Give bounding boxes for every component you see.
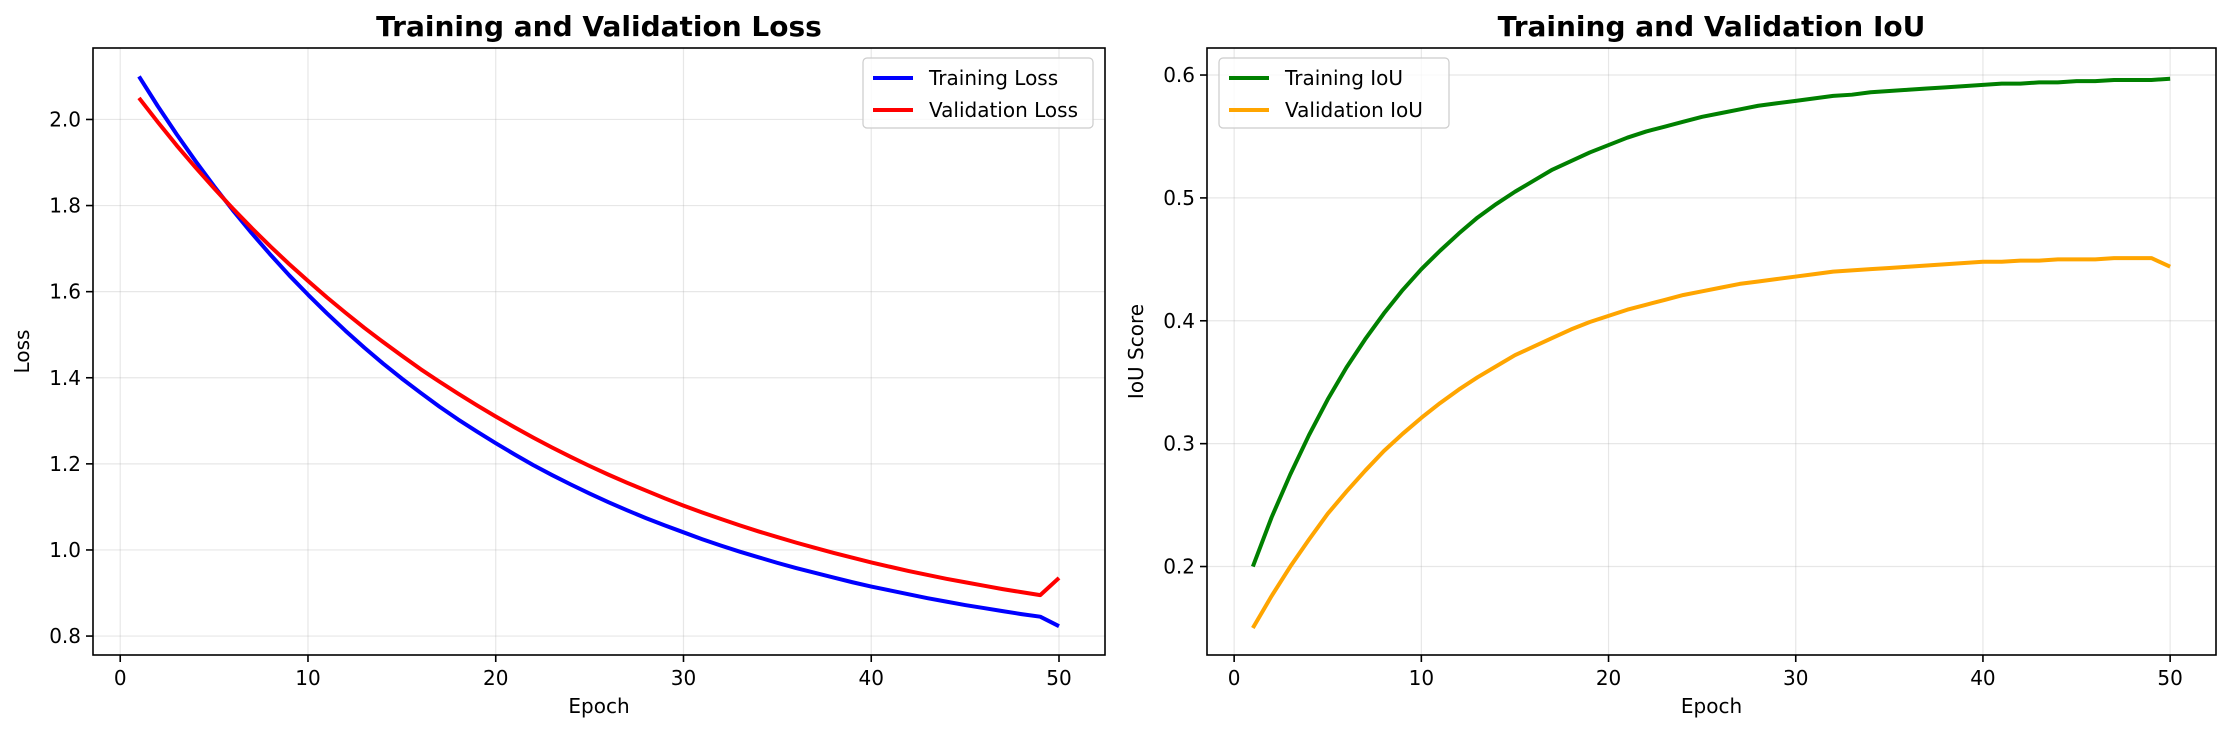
legend-box [862, 57, 1094, 129]
series-line-validation-iou [1251, 256, 2171, 629]
x-tick-label: 10 [295, 666, 320, 690]
legend-label: Validation Loss [929, 98, 1078, 122]
y-tick-label: 1.2 [49, 452, 81, 476]
y-axis-label: IoU Score [1124, 304, 1148, 399]
chart-title: Training and Validation IoU [1498, 10, 1926, 43]
legend: Training Loss Validation Loss [862, 57, 1094, 129]
plot-frame [92, 47, 1106, 656]
series-line-training-loss [137, 75, 1060, 628]
y-tick-label: 1.8 [49, 194, 81, 218]
y-tick-label: 1.0 [49, 538, 81, 562]
legend-label: Training Loss [928, 66, 1058, 90]
y-tick-label: 0.6 [1163, 63, 1195, 87]
loss-chart: 0 10 20 30 40 50 0.8 1.0 1.2 1.4 1.6 1.8 2.0 Training… [10, 10, 1106, 718]
legend-box [1218, 57, 1450, 129]
x-tick-label: 10 [1409, 666, 1434, 690]
x-tick-label: 50 [2157, 666, 2182, 690]
x-tick-label: 40 [1970, 666, 1995, 690]
x-tick-label: 50 [1046, 666, 1071, 690]
y-tick-label: 0.8 [49, 624, 81, 648]
y-tick-label: 1.4 [49, 366, 81, 390]
chart-title: Training and Validation Loss [376, 10, 822, 43]
x-tick-label: 0 [114, 666, 127, 690]
legend: Training IoU Validation IoU [1218, 57, 1450, 129]
series-line-training-iou [1250, 76, 2171, 568]
x-tick-label: 0 [1228, 666, 1241, 690]
x-tick-label: 20 [483, 666, 508, 690]
grid [93, 48, 1105, 655]
y-tick-label: 0.4 [1163, 309, 1195, 333]
x-tick-label: 30 [671, 666, 696, 690]
legend-label: Training IoU [1284, 66, 1403, 90]
y-tick-label: 2.0 [49, 107, 81, 131]
legend-label: Validation IoU [1285, 98, 1423, 122]
y-tick-label: 0.2 [1163, 555, 1195, 579]
iou-chart: 0 10 20 30 40 50 0.2 0.3 0.4 0.5 0.6 Training and V… [1124, 10, 2217, 718]
y-tick-label: 0.3 [1163, 432, 1195, 456]
x-tick-label: 20 [1596, 666, 1621, 690]
x-axis-label: Epoch [568, 694, 629, 718]
y-axis-label: Loss [10, 330, 34, 374]
x-tick-label: 40 [859, 666, 884, 690]
series-line-validation-loss [137, 96, 1061, 598]
x-axis-label: Epoch [1681, 694, 1742, 718]
plot-frame [1206, 47, 2217, 656]
y-tick-label: 1.6 [49, 280, 81, 304]
x-tick-label: 30 [1783, 666, 1808, 690]
y-tick-label: 0.5 [1163, 186, 1195, 210]
